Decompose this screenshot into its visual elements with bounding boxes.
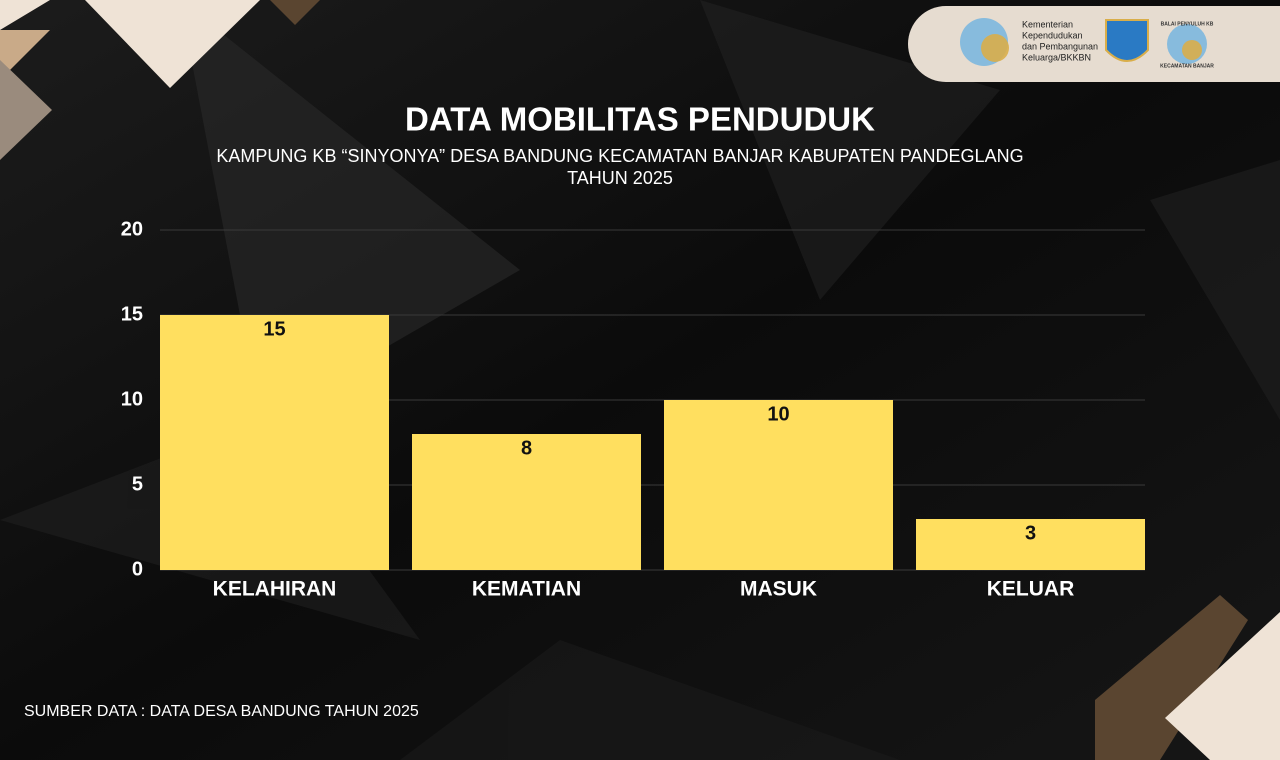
y-tick-label: 15 xyxy=(121,303,143,325)
logo-text: Keluarga/BKKBN xyxy=(1022,52,1091,62)
y-tick-label: 20 xyxy=(121,218,143,240)
y-tick-label: 5 xyxy=(132,473,143,495)
data-label: 10 xyxy=(767,403,789,425)
data-label: 8 xyxy=(521,437,532,459)
bar xyxy=(916,519,1145,570)
chart-subtitle: KAMPUNG KB “SINYONYA” DESA BANDUNG KECAM… xyxy=(216,146,1023,166)
logo-text: BALAI PENYULUH KB xyxy=(1161,21,1214,27)
bar xyxy=(160,315,389,570)
source-note: SUMBER DATA : DATA DESA BANDUNG TAHUN 20… xyxy=(24,703,419,720)
chart-title: DATA MOBILITAS PENDUDUK xyxy=(405,101,875,138)
x-tick-label: KELAHIRAN xyxy=(213,578,337,601)
logo-text: Kependudukan xyxy=(1022,30,1083,40)
y-tick-label: 10 xyxy=(121,388,143,410)
data-label: 15 xyxy=(263,318,285,340)
x-tick-label: MASUK xyxy=(740,578,817,601)
logo-text: Kementerian xyxy=(1022,19,1073,29)
data-label: 3 xyxy=(1025,522,1036,544)
y-tick-label: 0 xyxy=(132,558,143,580)
x-tick-label: KEMATIAN xyxy=(472,578,581,601)
bar xyxy=(412,434,641,570)
x-tick-label: KELUAR xyxy=(987,578,1075,601)
bar xyxy=(664,400,893,570)
chart-subtitle: TAHUN 2025 xyxy=(567,168,673,188)
logo-text: dan Pembangunan xyxy=(1022,41,1098,51)
logo-text: KECAMATAN BANJAR xyxy=(1160,63,1214,69)
logo-panel xyxy=(908,6,1280,82)
